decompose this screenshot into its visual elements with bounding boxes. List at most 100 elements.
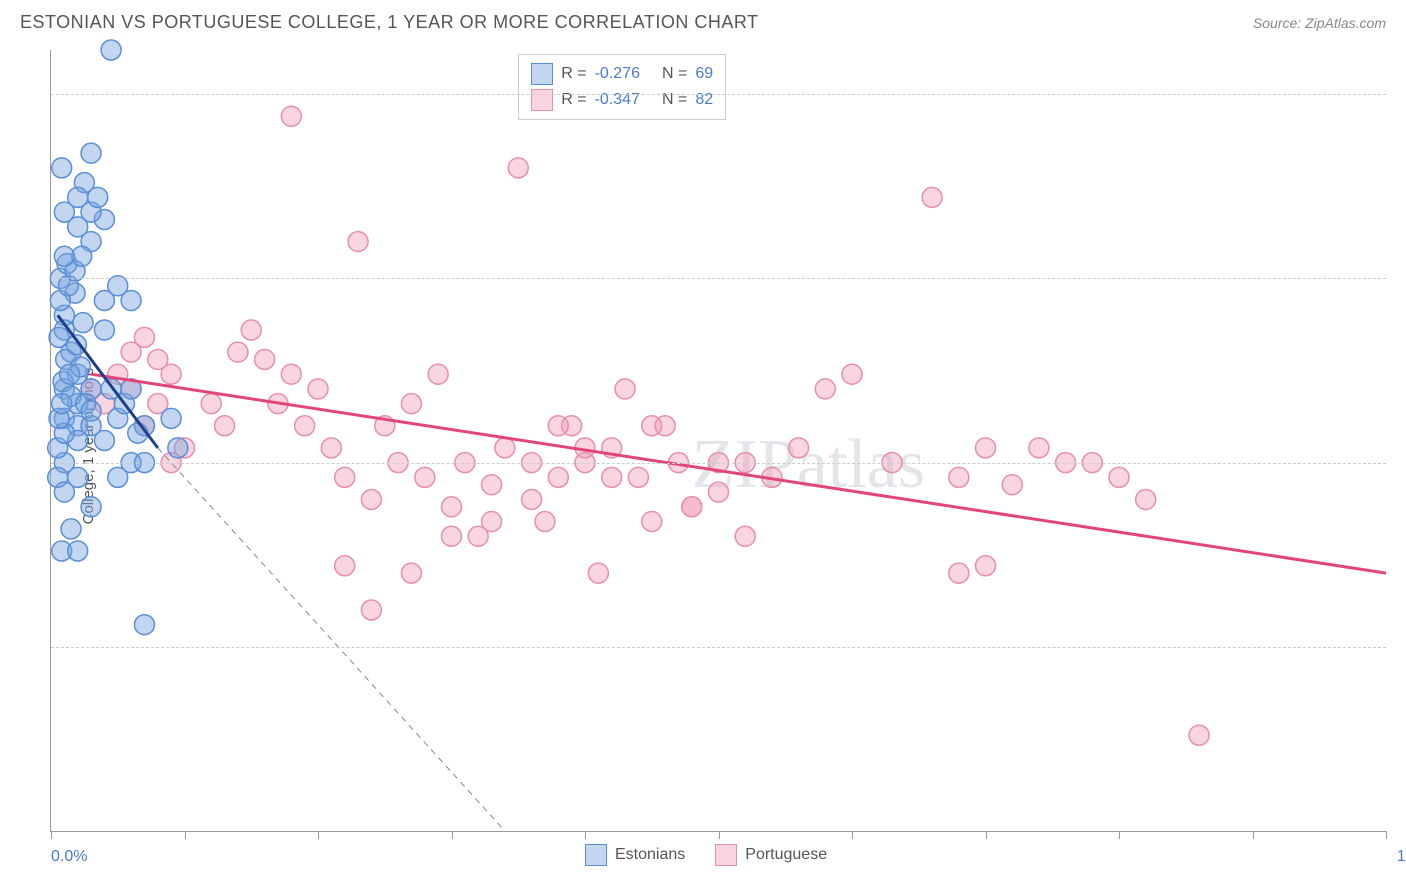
n-label: N =	[662, 65, 687, 83]
legend-inset: R = -0.276 N = 69 R = -0.347 N = 82	[518, 54, 726, 120]
scatter-point-estonians	[52, 158, 72, 178]
gridline-h	[51, 94, 1386, 95]
scatter-point-portuguese	[161, 364, 181, 384]
x-tick	[986, 831, 987, 839]
scatter-point-portuguese	[1029, 438, 1049, 458]
n-value-estonians: 69	[695, 65, 713, 83]
scatter-point-portuguese	[615, 379, 635, 399]
scatter-point-estonians	[81, 401, 101, 421]
scatter-point-portuguese	[321, 438, 341, 458]
scatter-point-estonians	[68, 467, 88, 487]
scatter-point-portuguese	[535, 512, 555, 532]
chart-title: ESTONIAN VS PORTUGUESE COLLEGE, 1 YEAR O…	[20, 12, 759, 33]
x-tick	[719, 831, 720, 839]
scatter-point-estonians	[73, 313, 93, 333]
swatch-portuguese	[531, 89, 553, 111]
scatter-point-estonians	[81, 143, 101, 163]
swatch-portuguese-bottom	[715, 844, 737, 866]
scatter-point-portuguese	[1189, 725, 1209, 745]
scatter-point-portuguese	[335, 467, 355, 487]
scatter-point-portuguese	[522, 489, 542, 509]
bottom-legend: Estonians Portuguese	[585, 844, 827, 866]
x-tick	[318, 831, 319, 839]
scatter-point-portuguese	[735, 526, 755, 546]
scatter-point-portuguese	[215, 416, 235, 436]
scatter-point-portuguese	[281, 364, 301, 384]
scatter-point-portuguese	[241, 320, 261, 340]
scatter-point-estonians	[68, 541, 88, 561]
scatter-point-portuguese	[815, 379, 835, 399]
chart-plot-area: ZIPatlas R = -0.276 N = 69 R = -0.347 N …	[50, 50, 1386, 832]
x-tick	[1253, 831, 1254, 839]
scatter-point-portuguese	[1002, 475, 1022, 495]
scatter-point-portuguese	[1109, 467, 1129, 487]
source-prefix: Source:	[1253, 15, 1305, 31]
r-value-estonians: -0.276	[595, 65, 640, 83]
scatter-point-portuguese	[401, 394, 421, 414]
scatter-point-portuguese	[495, 438, 515, 458]
scatter-point-estonians	[81, 497, 101, 517]
scatter-point-portuguese	[949, 563, 969, 583]
x-tick	[852, 831, 853, 839]
scatter-point-estonians	[88, 187, 108, 207]
scatter-point-estonians	[108, 467, 128, 487]
scatter-point-portuguese	[842, 364, 862, 384]
scatter-point-portuguese	[602, 467, 622, 487]
scatter-point-portuguese	[1136, 489, 1156, 509]
scatter-point-portuguese	[361, 489, 381, 509]
x-tick	[452, 831, 453, 839]
gridline-h	[51, 463, 1386, 464]
scatter-svg	[51, 50, 1386, 831]
scatter-point-portuguese	[295, 416, 315, 436]
scatter-point-portuguese	[548, 467, 568, 487]
swatch-estonians	[531, 63, 553, 85]
scatter-point-estonians	[54, 246, 74, 266]
source-attribution: Source: ZipAtlas.com	[1253, 15, 1386, 31]
scatter-point-portuguese	[482, 475, 502, 495]
scatter-point-portuguese	[134, 327, 154, 347]
scatter-point-portuguese	[922, 187, 942, 207]
scatter-point-estonians	[60, 364, 80, 384]
scatter-point-portuguese	[789, 438, 809, 458]
scatter-point-portuguese	[308, 379, 328, 399]
scatter-point-estonians	[134, 615, 154, 635]
swatch-estonians-bottom	[585, 844, 607, 866]
scatter-point-portuguese	[401, 563, 421, 583]
scatter-point-portuguese	[642, 512, 662, 532]
legend-item-portuguese: Portuguese	[715, 844, 827, 866]
scatter-point-portuguese	[415, 467, 435, 487]
scatter-point-portuguese	[949, 467, 969, 487]
x-tick	[1386, 831, 1387, 839]
scatter-point-portuguese	[361, 600, 381, 620]
scatter-point-portuguese	[428, 364, 448, 384]
scatter-point-portuguese	[201, 394, 221, 414]
scatter-point-portuguese	[442, 526, 462, 546]
header: ESTONIAN VS PORTUGUESE COLLEGE, 1 YEAR O…	[0, 0, 1406, 41]
scatter-point-estonians	[128, 423, 148, 443]
x-tick	[185, 831, 186, 839]
x-tick	[1119, 831, 1120, 839]
scatter-point-estonians	[168, 438, 188, 458]
legend-label-estonians: Estonians	[615, 846, 685, 864]
source-name: ZipAtlas.com	[1305, 15, 1386, 31]
x-tick	[585, 831, 586, 839]
scatter-point-portuguese	[709, 482, 729, 502]
scatter-point-portuguese	[255, 349, 275, 369]
scatter-point-portuguese	[682, 497, 702, 517]
scatter-point-portuguese	[228, 342, 248, 362]
scatter-point-estonians	[101, 40, 121, 60]
scatter-point-estonians	[94, 320, 114, 340]
scatter-point-estonians	[121, 291, 141, 311]
gridline-h	[51, 278, 1386, 279]
scatter-point-portuguese	[281, 106, 301, 126]
legend-inset-row-portuguese: R = -0.347 N = 82	[531, 87, 713, 113]
scatter-point-portuguese	[976, 438, 996, 458]
scatter-point-estonians	[94, 431, 114, 451]
scatter-point-portuguese	[335, 556, 355, 576]
legend-inset-row-estonians: R = -0.276 N = 69	[531, 61, 713, 87]
scatter-point-portuguese	[548, 416, 568, 436]
scatter-point-estonians	[68, 187, 88, 207]
x-axis-max-label: 100.0%	[1397, 848, 1406, 866]
legend-item-estonians: Estonians	[585, 844, 685, 866]
scatter-point-portuguese	[642, 416, 662, 436]
